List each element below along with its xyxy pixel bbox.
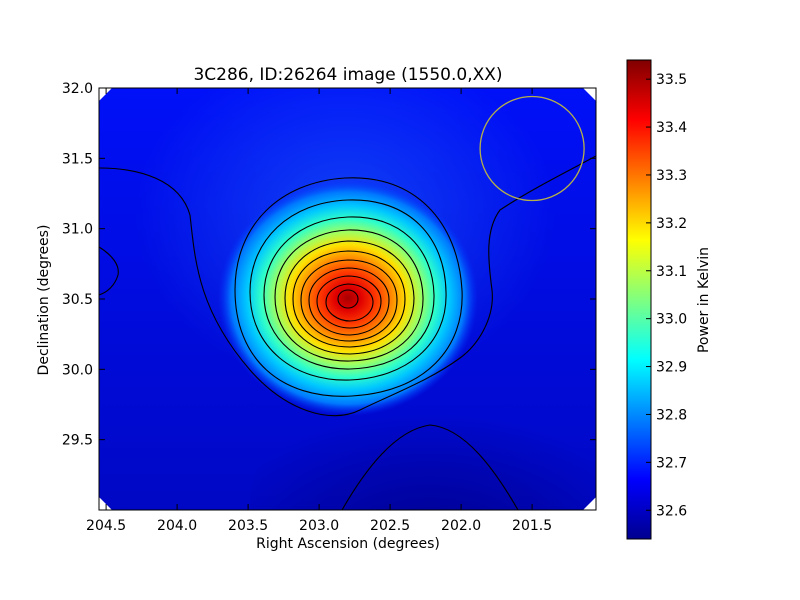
colorbar-tick-label: 33.2 xyxy=(656,216,687,232)
y-axis-label: Declination (degrees) xyxy=(36,225,52,376)
contour-outer xyxy=(99,155,596,417)
beam-circle xyxy=(479,95,585,202)
colorbar-tick-label: 32.7 xyxy=(656,455,687,471)
colorbar-ticks: 32.6 32.7 32.8 32.9 33.0 33.1 33.2 33.3 33.4 33.5 xyxy=(646,72,687,519)
colorbar-tick-label: 33.5 xyxy=(656,72,687,88)
x-tick-label: 202.0 xyxy=(441,518,481,534)
contour-left-lobe xyxy=(99,246,119,296)
y-tick-label: 30.5 xyxy=(62,292,93,308)
colorbar-tick-label: 33.3 xyxy=(656,168,687,184)
colorbar xyxy=(626,59,652,540)
contour-lines xyxy=(99,155,596,510)
y-tick-label: 31.0 xyxy=(62,222,93,238)
x-tick-label: 204.5 xyxy=(86,518,126,534)
x-tick-label: 203.0 xyxy=(299,518,339,534)
contour-peak xyxy=(337,289,359,309)
y-axis-ticks: 29.5 30.0 30.5 31.0 31.5 32.0 xyxy=(62,81,596,449)
colorbar-tick-label: 32.9 xyxy=(656,360,687,376)
contour-level-2 xyxy=(249,199,447,381)
colorbar-label: Power in Kelvin xyxy=(696,247,712,353)
y-tick-label: 30.0 xyxy=(62,362,93,378)
colorbar-tick-label: 32.8 xyxy=(656,407,687,423)
contour-level-3 xyxy=(263,216,435,370)
contour-level-9 xyxy=(316,275,382,329)
chart-title: 3C286, ID:26264 image (1550.0,XX) xyxy=(193,65,502,85)
contour-level-7 xyxy=(300,259,398,342)
contour-level-4 xyxy=(274,229,424,362)
contour-level-5 xyxy=(284,240,415,355)
colorbar-tick-label: 33.0 xyxy=(656,312,687,328)
y-tick-label: 29.5 xyxy=(62,433,93,449)
x-tick-label: 203.5 xyxy=(228,518,268,534)
x-tick-label: 201.5 xyxy=(512,518,552,534)
x-axis-label: Right Ascension (degrees) xyxy=(256,536,440,552)
contour-level-1 xyxy=(234,177,463,397)
x-tick-label: 204.0 xyxy=(157,518,197,534)
x-axis-ticks: 204.5 204.0 203.5 203.0 202.5 202.0 201.5 xyxy=(86,88,552,534)
y-tick-label: 32.0 xyxy=(62,81,93,97)
contour-level-8 xyxy=(308,267,390,336)
colorbar-tick-label: 33.1 xyxy=(656,264,687,280)
y-tick-label: 31.5 xyxy=(62,151,93,167)
colorbar-tick-label: 33.4 xyxy=(656,120,687,136)
contour-bottom-lobe xyxy=(341,424,519,510)
heatmap-image xyxy=(99,88,596,510)
contour-level-10 xyxy=(325,283,374,322)
contour-level-6 xyxy=(292,250,406,348)
x-tick-label: 202.5 xyxy=(370,518,410,534)
colorbar-tick-label: 32.6 xyxy=(656,503,687,519)
